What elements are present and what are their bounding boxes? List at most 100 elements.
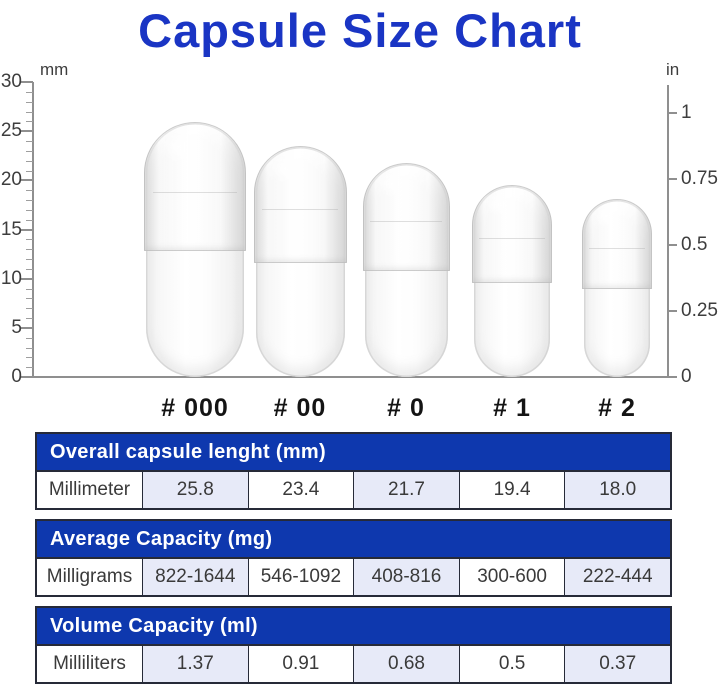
- left-axis-minor-tick: [26, 200, 33, 201]
- capsule-gloss-highlight: [377, 170, 406, 198]
- capsule-000: [144, 122, 246, 377]
- left-axis-minor-tick: [26, 367, 33, 369]
- capsule-seam-line: [370, 221, 442, 223]
- right-axis-major-tick: [668, 244, 677, 246]
- right-axis-major-tick: [668, 310, 677, 312]
- value-cell: 408-816: [353, 559, 459, 595]
- capsule-cap: [362, 162, 450, 272]
- right-axis-tick-label: 0.5: [681, 234, 708, 255]
- left-axis-minor-tick: [26, 298, 33, 300]
- capsule-cap: [582, 199, 652, 290]
- left-axis-minor-tick: [26, 101, 33, 103]
- table-row: Milliliters 1.37 0.91 0.68 0.5 0.37: [37, 646, 670, 682]
- left-axis-tick-label: 0: [11, 366, 22, 387]
- left-axis-minor-tick: [26, 190, 33, 192]
- left-axis-minor-tick: [26, 150, 33, 152]
- left-axis-minor-tick: [26, 288, 33, 290]
- left-axis-major-tick: [21, 228, 33, 231]
- left-axis-minor-tick: [26, 111, 33, 113]
- right-axis-tick-label: 1: [681, 102, 692, 123]
- right-axis-tick-label: 0.25: [681, 300, 718, 321]
- value-cell: 1.37: [142, 646, 248, 682]
- table-header: Volume Capacity (ml): [37, 608, 670, 646]
- left-axis-minor-tick: [26, 268, 33, 270]
- value-cell: 822-1644: [142, 559, 248, 595]
- left-axis-minor-tick: [26, 209, 33, 211]
- row-label: Milliliters: [37, 646, 142, 682]
- capsule-1: [472, 185, 552, 377]
- left-axis-tick-label: 5: [11, 316, 22, 338]
- value-cell: 0.91: [247, 646, 354, 682]
- value-cell: 0.5: [458, 646, 565, 682]
- capsule-cap: [144, 122, 246, 252]
- table-0: Overall capsule lenght (mm) Millimeter 25.…: [35, 432, 672, 510]
- left-axis-minor-tick: [26, 357, 33, 359]
- left-axis-minor-tick: [26, 259, 33, 260]
- left-axis-unit-label: mm: [40, 60, 69, 79]
- table-header: Average Capacity (mg): [37, 521, 670, 559]
- page-title: Capsule Size Chart: [138, 4, 582, 57]
- capsule-size-label: # 00: [273, 394, 327, 422]
- left-axis-minor-tick: [26, 170, 33, 172]
- capsule-size-label: # 1: [493, 394, 531, 422]
- capsule-2: [582, 199, 652, 377]
- left-axis-tick-label: 10: [0, 267, 22, 289]
- capsule-size-label: # 2: [598, 394, 636, 422]
- capsule-seam-line: [261, 209, 339, 211]
- capsule-size-label: # 0: [387, 394, 425, 422]
- left-axis-major-tick: [21, 277, 33, 280]
- capsule-gloss-highlight: [269, 153, 300, 184]
- left-axis-tick-label: 25: [0, 120, 22, 142]
- capsule-gloss-highlight: [594, 205, 617, 229]
- value-cell: 19.4: [458, 472, 565, 508]
- left-axis-major-tick: [21, 130, 33, 133]
- value-cell: 23.4: [247, 472, 354, 508]
- capsule-seam-line: [588, 247, 646, 249]
- left-axis-major-tick: [21, 326, 33, 329]
- left-axis-major-tick: [21, 179, 33, 182]
- table-row: Milligrams 822-1644 546-1092 408-816 300-600…: [37, 559, 670, 595]
- left-axis-minor-tick: [26, 141, 33, 142]
- capsule-cap: [253, 145, 347, 263]
- right-axis-line: [667, 85, 669, 377]
- table-row: Millimeter 25.8 23.4 21.7 19.4 18.0: [37, 472, 670, 508]
- capsule-chart: mm in 30 25 20 15 10 5 0 1 0.75 0.5 0.25 0 # 000 # …: [0, 60, 720, 432]
- left-axis-minor-tick: [26, 219, 33, 221]
- capsule-00: [253, 145, 347, 377]
- left-axis-line: [32, 82, 34, 377]
- capsule-gloss-highlight: [486, 191, 512, 217]
- value-cell: 222-444: [564, 559, 670, 595]
- right-axis-major-tick: [668, 178, 677, 180]
- table-2: Volume Capacity (ml) Milliliters 1.37 0.91 0…: [35, 606, 672, 684]
- left-axis-minor-tick: [26, 160, 33, 162]
- right-axis-tick-label: 0: [681, 366, 692, 387]
- left-axis-minor-tick: [26, 318, 33, 319]
- row-label: Millimeter: [37, 472, 142, 508]
- left-axis-minor-tick: [26, 249, 33, 251]
- value-cell: 300-600: [458, 559, 565, 595]
- x-axis-baseline: [32, 376, 670, 378]
- left-axis-major-tick: [21, 376, 33, 378]
- left-axis-minor-tick: [26, 308, 33, 310]
- left-axis-tick-label: 30: [0, 71, 22, 92]
- table-1: Average Capacity (mg) Milligrams 822-1644 5…: [35, 519, 672, 597]
- capsule-gloss-highlight: [161, 130, 195, 164]
- right-axis-tick-label: 0.75: [681, 168, 718, 189]
- capsule-cap: [472, 185, 552, 283]
- right-axis-unit-label: in: [666, 60, 680, 79]
- row-label: Milligrams: [37, 559, 142, 595]
- capsule-seam-line: [479, 237, 545, 239]
- left-axis-minor-tick: [26, 121, 33, 123]
- value-cell: 25.8: [142, 472, 248, 508]
- left-axis-minor-tick: [26, 91, 33, 93]
- left-axis-tick-label: 15: [0, 218, 22, 240]
- left-axis-minor-tick: [26, 239, 33, 241]
- value-cell: 546-1092: [247, 559, 354, 595]
- left-axis-major-tick: [21, 81, 33, 83]
- right-axis-major-tick: [668, 376, 677, 378]
- left-axis-tick-label: 20: [0, 169, 22, 191]
- value-cell: 0.68: [353, 646, 459, 682]
- value-cell: 21.7: [353, 472, 459, 508]
- table-header: Overall capsule lenght (mm): [37, 434, 670, 472]
